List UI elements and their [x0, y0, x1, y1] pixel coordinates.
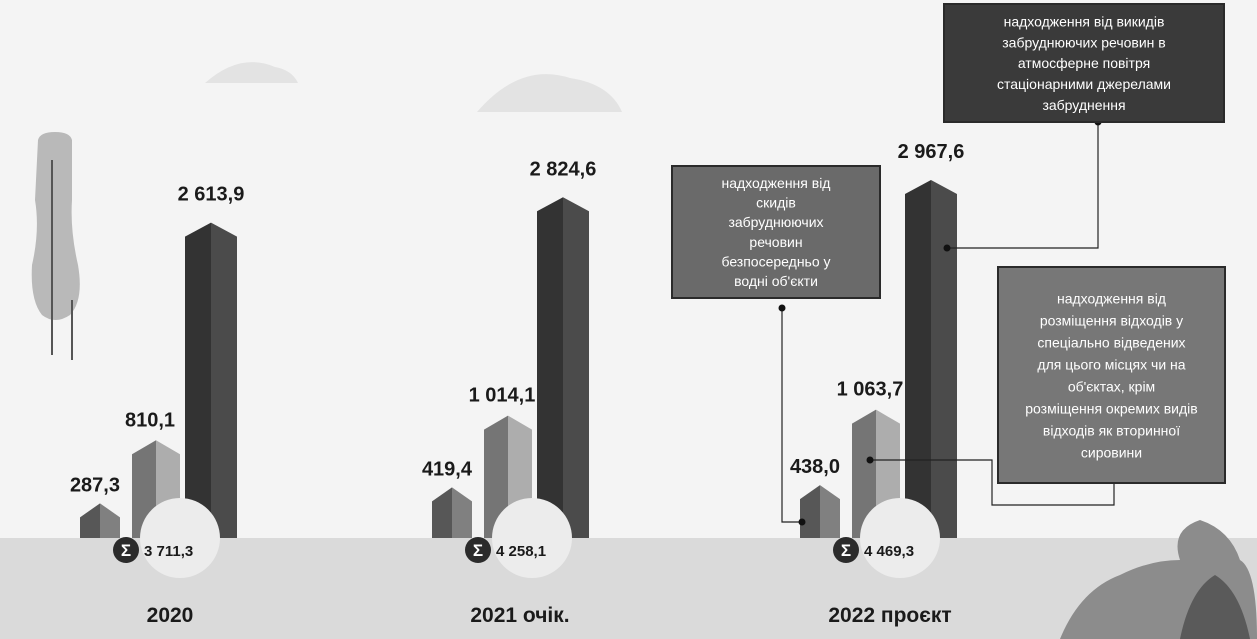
bar-3-1 [185, 222, 237, 539]
connector-dot [778, 304, 786, 312]
connector-2 [870, 459, 1115, 506]
sum-icon [113, 537, 139, 563]
value-label-3-3: 2 967,6 [898, 141, 965, 163]
bar-3-2 [537, 197, 589, 538]
sum-icon [465, 537, 491, 563]
connector-dot [943, 244, 951, 252]
sum-symbol: Σ [473, 541, 483, 560]
sum-icon [833, 537, 859, 563]
legend-callouts: надходження від скидів забруднюючих речовин… [671, 3, 1226, 484]
category-label-1: 2020 [147, 604, 194, 627]
category-label-3: 2022 проєкт [828, 604, 951, 627]
value-label-1-1: 287,3 [70, 474, 120, 496]
legend-text: надходження від розміщення відходів у спец… [1025, 291, 1197, 461]
total-1: Σ 3 711,3 [113, 537, 193, 563]
smoke-plume-icon [31, 132, 80, 320]
value-label-3-1: 2 613,9 [178, 184, 245, 206]
value-label-1-3: 438,0 [790, 456, 840, 478]
value-label-2-2: 1 014,1 [469, 385, 536, 407]
cloud-icon [205, 62, 298, 83]
total-3: Σ 4 469,3 [833, 537, 914, 563]
value-label-1-2: 419,4 [422, 458, 473, 480]
decorations [0, 62, 1257, 639]
total-disc [860, 498, 940, 578]
connector-3 [947, 124, 1099, 249]
legend-text: надходження від скидів забруднюючих речовин… [721, 175, 830, 289]
sum-symbol: Σ [121, 541, 131, 560]
bar-3-3 [905, 180, 957, 538]
value-labels: 287,3 810,1 2 613,9 419,4 1 014,1 2 824,6 438,… [70, 141, 964, 496]
value-label-2-1: 810,1 [125, 409, 175, 431]
legend-text: надходження від викидів забруднюючих речо… [997, 14, 1171, 113]
total-label: 4 469,3 [864, 543, 914, 560]
callout-connectors [778, 118, 1118, 526]
legend-callout-3: надходження від викидів забруднюючих речо… [943, 3, 1225, 123]
value-label-2-3: 1 063,7 [837, 379, 904, 401]
legend-callout-1: надходження від скидів забруднюючих речовин… [671, 165, 881, 299]
connector-dot [866, 456, 874, 464]
total-label: 4 258,1 [496, 543, 546, 560]
total-2: Σ 4 258,1 [465, 537, 546, 563]
bar-1-2 [432, 487, 472, 538]
connector-dot [798, 518, 806, 526]
cloud-icon [477, 74, 622, 112]
legend-callout-2: надходження від розміщення відходів у спец… [997, 266, 1226, 484]
category-labels: 2020 2021 очік. 2022 проєкт [147, 604, 952, 627]
category-label-2: 2021 очік. [470, 604, 569, 627]
bar-1-1 [80, 503, 120, 538]
plant-leaves-icon [1180, 575, 1250, 639]
totals: Σ 3 711,3 Σ 4 258,1 Σ 4 469,3 [113, 498, 940, 578]
bar-1-3 [800, 485, 840, 538]
total-disc [492, 498, 572, 578]
value-label-3-2: 2 824,6 [530, 158, 597, 180]
connector-1 [781, 308, 802, 523]
total-label: 3 711,3 [144, 543, 193, 560]
total-disc [140, 498, 220, 578]
sum-symbol: Σ [841, 541, 851, 560]
